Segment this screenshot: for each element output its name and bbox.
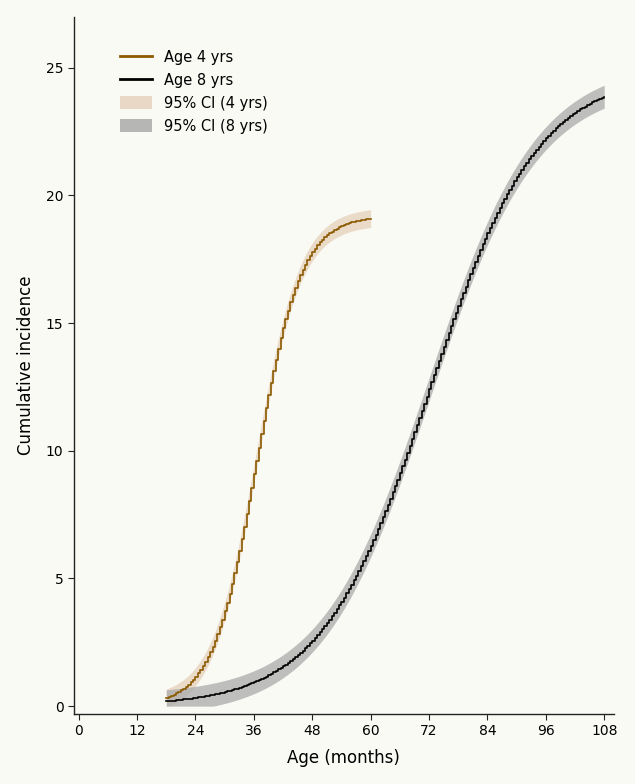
Legend: Age 4 yrs, Age 8 yrs, 95% CI (4 yrs), 95% CI (8 yrs): Age 4 yrs, Age 8 yrs, 95% CI (4 yrs), 95… xyxy=(108,38,279,145)
X-axis label: Age (months): Age (months) xyxy=(288,750,400,768)
Y-axis label: Cumulative incidence: Cumulative incidence xyxy=(17,275,35,455)
